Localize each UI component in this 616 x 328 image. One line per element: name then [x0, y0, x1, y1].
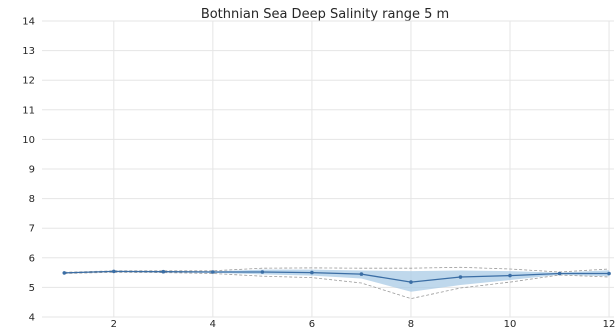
data-point: [508, 273, 512, 278]
x-tick-label: 8: [408, 319, 414, 328]
range-band-area: [64, 269, 610, 292]
data-point: [359, 272, 364, 276]
salinity-points: [62, 269, 611, 284]
chart-title: Bothnian Sea Deep Salinity range 5 m: [201, 7, 449, 22]
y-tick-label: 9: [29, 165, 35, 176]
dashed-lower-line: [64, 271, 610, 300]
y-tick-label: 7: [29, 224, 35, 235]
mean-line: [64, 270, 609, 283]
x-tick-label: 12: [603, 319, 616, 328]
data-point: [112, 269, 116, 274]
y-tick-label: 6: [29, 253, 35, 264]
data-point: [260, 270, 265, 274]
data-point: [409, 280, 413, 284]
data-point: [62, 271, 67, 275]
data-point: [607, 271, 611, 276]
y-tick-label: 11: [22, 105, 35, 116]
y-tick-label: 5: [29, 283, 35, 294]
dashed-upper-line: [64, 266, 610, 273]
salinity-mean-line: [64, 270, 609, 283]
x-tick-label: 6: [309, 319, 315, 328]
data-point: [310, 270, 314, 275]
salinity-range-band: [64, 269, 610, 292]
y-tick-label: 14: [22, 17, 35, 28]
y-tick-label: 8: [29, 194, 35, 205]
y-tick-label: 12: [22, 76, 35, 87]
x-tick-label: 4: [210, 319, 216, 328]
y-tick-label: 4: [29, 313, 35, 324]
x-axis-ticks: 2 4 6 8 10 12: [111, 319, 616, 328]
x-tick-label: 10: [504, 319, 517, 328]
data-point: [211, 270, 215, 274]
salinity-extremes: [64, 266, 610, 300]
data-point: [458, 275, 463, 279]
x-tick-label: 2: [111, 319, 117, 328]
y-tick-label: 13: [22, 46, 35, 57]
y-axis-ticks: 4 5 6 7 8 9 10 11 12 13 14: [22, 17, 35, 324]
data-point: [161, 269, 166, 274]
data-point: [557, 271, 562, 276]
y-tick-label: 10: [22, 135, 35, 146]
